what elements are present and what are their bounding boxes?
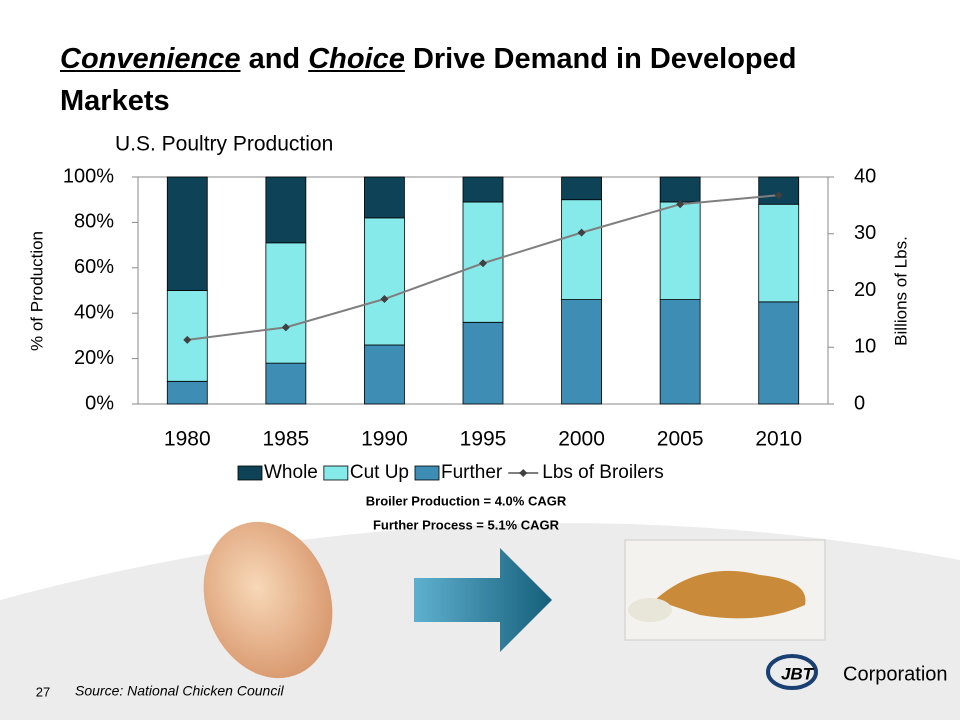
line-marker [577, 228, 586, 237]
y-tick-label: 60% [74, 256, 114, 278]
note: Broiler Production = 4.0% CAGR [366, 493, 567, 508]
y-tick-label: 100% [63, 165, 114, 187]
chicken-image [203, 521, 333, 679]
line-marker [774, 191, 783, 200]
bar-segment [758, 301, 800, 405]
food-image [655, 570, 806, 619]
title-text: and [248, 43, 301, 75]
chart-title: U.S. Poultry Production [115, 133, 333, 156]
logo-text: Corporation [843, 663, 948, 685]
y2-axis-label: Billions of Lbs. [891, 236, 910, 346]
line-marker [479, 259, 487, 268]
bar-segment [659, 299, 701, 405]
source: Source: National Chicken Council [75, 683, 284, 699]
title-emphasis: Convenience [60, 43, 241, 75]
bar-segment [561, 299, 602, 405]
arrow [414, 548, 552, 652]
bar-segment [659, 201, 701, 300]
logo-mark [766, 654, 818, 690]
x-tick-label: 2000 [558, 428, 605, 451]
y2-tick-label: 40 [854, 165, 876, 187]
bar-segment [462, 176, 504, 203]
bar-segment [561, 176, 602, 201]
bar-segment [364, 344, 405, 405]
title-emphasis: Choice [308, 43, 405, 75]
y2-tick-label: 0 [854, 392, 865, 414]
bar-segment [758, 203, 800, 303]
y-tick-label: 0% [85, 392, 114, 414]
bar-segment [758, 176, 800, 205]
title-text: Drive Demand in Developed Markets [60, 43, 797, 117]
bar-segment [659, 176, 701, 203]
y2-tick-label: 30 [854, 222, 876, 244]
legend-label: Whole [264, 462, 318, 483]
bar-segment [561, 199, 602, 300]
legend-marker [519, 469, 528, 477]
bar-segment [265, 176, 307, 244]
y2-tick-label: 10 [854, 336, 876, 358]
bar-segment [462, 321, 504, 405]
bar-segment [364, 217, 405, 346]
y-tick-label: 40% [74, 301, 114, 323]
y-tick-label: 80% [74, 211, 114, 233]
slide-title: Convenience and Choice Drive Demand in D… [60, 38, 820, 122]
x-tick-label: 1980 [164, 428, 211, 451]
legend-swatch [414, 465, 440, 481]
note: Further Process = 5.1% CAGR [373, 517, 560, 532]
legend-swatch [323, 465, 349, 481]
line-marker [281, 323, 290, 332]
x-tick-label: 1990 [361, 428, 408, 451]
logo-mark-text: JBT [781, 664, 815, 683]
bar-segment [364, 176, 405, 219]
bar-segment [166, 176, 208, 291]
x-tick-label: 2005 [657, 428, 704, 451]
page-number: 27 [36, 684, 50, 699]
y2-tick-label: 20 [854, 279, 876, 301]
legend-label: Lbs of Broilers [542, 462, 663, 483]
bar-segment [265, 242, 307, 364]
x-tick-label: 2010 [755, 428, 802, 451]
bar-segment [265, 362, 307, 405]
legend-label: Further [441, 462, 503, 483]
line-marker [183, 335, 192, 344]
legend-label: Cut Up [350, 462, 409, 483]
y-tick-label: 20% [74, 347, 114, 369]
x-tick-label: 1985 [262, 428, 309, 451]
bar-segment [166, 380, 208, 405]
line-marker [676, 200, 685, 209]
legend-swatch [237, 465, 263, 481]
food-image [628, 598, 672, 622]
line-marker [380, 295, 389, 304]
x-tick-label: 1995 [460, 428, 507, 451]
y-axis-label: % of Production [27, 231, 46, 351]
